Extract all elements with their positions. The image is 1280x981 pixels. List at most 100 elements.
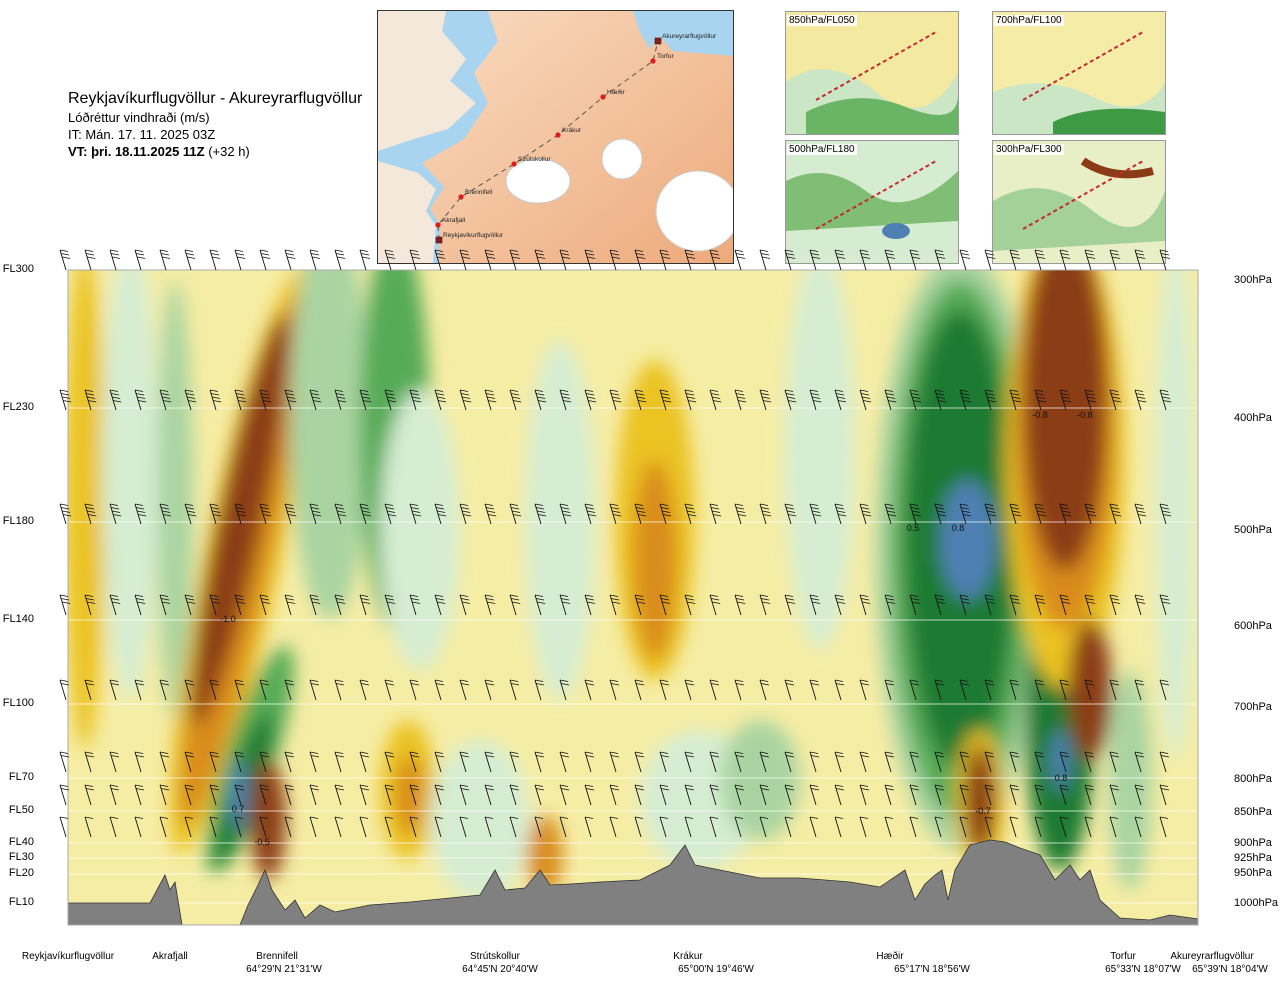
wind-barb-flag <box>59 784 69 787</box>
wind-barb <box>159 389 172 411</box>
wind-barb-flag <box>209 816 219 819</box>
wind-barb-staff <box>609 594 617 616</box>
wind-barb-flag <box>709 751 719 754</box>
wind-barb-flag <box>762 601 771 604</box>
wind-barb-flag <box>284 784 294 787</box>
wind-barb-flag <box>337 601 346 604</box>
wind-barb-flag <box>312 256 321 259</box>
wind-barb-staff <box>209 751 217 773</box>
velocity-blob <box>527 815 563 895</box>
wind-barb-flag <box>137 396 146 399</box>
wind-barb <box>984 816 994 838</box>
wind-barb-flag <box>1135 393 1145 396</box>
wind-barb-flag <box>684 594 694 597</box>
wind-barb-flag <box>85 393 95 396</box>
wind-barb-staff <box>934 389 942 411</box>
wind-barb <box>884 679 895 701</box>
wind-barb-flag <box>760 393 770 396</box>
thumb-850[interactable]: 850hPa/FL050 <box>785 11 959 135</box>
waypoint-akrafjall: Akrafjall <box>152 951 188 962</box>
wind-barb <box>959 503 972 525</box>
wind-barb-flag <box>159 503 169 506</box>
wind-barb-flag <box>710 598 720 601</box>
wind-barb <box>59 679 70 701</box>
wind-barb <box>434 679 445 701</box>
wind-barb <box>384 784 395 806</box>
wind-barb-flag <box>810 393 820 396</box>
wind-barb-flag <box>112 256 121 259</box>
wind-barb-staff <box>334 503 342 525</box>
wind-barb <box>209 751 220 773</box>
wind-barb <box>209 389 222 411</box>
wind-barb-flag <box>937 396 946 399</box>
wind-barb-staff <box>734 503 742 525</box>
wind-barb <box>509 594 521 616</box>
wind-barb-flag <box>1062 396 1071 399</box>
wind-barb <box>159 751 170 773</box>
wind-barb-staff <box>184 784 192 806</box>
velocity-blob <box>1050 730 1070 790</box>
wind-barb-flag <box>112 396 121 399</box>
wind-barb-staff <box>284 679 292 701</box>
wind-barb-flag <box>959 594 969 597</box>
thumb-700[interactable]: 700hPa/FL100 <box>992 11 1166 135</box>
wind-barb <box>559 679 570 701</box>
wind-barb-flag <box>1059 389 1069 392</box>
wind-barb-flag <box>409 389 419 392</box>
wind-barb-flag <box>285 755 295 758</box>
wind-barb-flag <box>684 784 694 787</box>
wind-barb-flag <box>434 679 444 682</box>
wind-barb <box>709 784 720 806</box>
wind-barb-staff <box>409 816 417 838</box>
wind-barb-flag <box>184 594 194 597</box>
wind-barb-flag <box>1059 679 1069 682</box>
wind-barb-flag <box>437 396 446 399</box>
wind-barb-flag <box>184 816 194 819</box>
wind-barb-flag <box>809 503 819 506</box>
wind-barb-flag <box>85 253 95 256</box>
wind-barb-flag <box>85 788 95 791</box>
thumb-300[interactable]: 300hPa/FL300 <box>992 140 1166 264</box>
wind-barb-flag <box>285 393 295 396</box>
wind-barb-staff <box>684 784 692 806</box>
wind-barb <box>509 751 520 773</box>
wind-barb-flag <box>434 389 444 392</box>
wind-barb-staff <box>684 679 692 701</box>
wind-barb-staff <box>434 816 442 838</box>
wind-barb-flag <box>335 393 345 396</box>
wind-barb-flag <box>859 503 869 506</box>
wind-barb-staff <box>59 816 67 838</box>
wind-barb-flag <box>1112 510 1121 513</box>
thumb-500[interactable]: 500hPa/FL180 <box>785 140 959 264</box>
wind-barb <box>634 594 646 616</box>
wind-barb-flag <box>1159 816 1169 819</box>
wind-barb-flag <box>160 598 170 601</box>
thumb-850-label: 850hPa/FL050 <box>787 15 857 26</box>
wind-barb <box>59 784 70 806</box>
wind-barb-flag <box>1084 751 1094 754</box>
wind-barb-flag <box>712 396 721 399</box>
wind-barb-flag <box>410 393 420 396</box>
wind-barb-staff <box>259 784 267 806</box>
wind-barb-flag <box>785 788 795 791</box>
wind-barb-staff <box>184 503 192 525</box>
wind-barb-staff <box>1034 503 1042 525</box>
wind-barb <box>859 816 869 838</box>
wind-barb-staff <box>959 503 967 525</box>
wind-barb-flag <box>1138 400 1147 403</box>
wind-barb-flag <box>438 514 447 517</box>
wind-barb <box>884 594 896 616</box>
wind-barb-flag <box>284 389 294 392</box>
wind-barb <box>1009 784 1020 806</box>
velocity-blob <box>940 480 996 600</box>
wind-barb-staff <box>84 389 92 411</box>
wind-barb <box>409 389 422 411</box>
glacier-1 <box>505 158 571 204</box>
wind-barb-flag <box>384 389 394 392</box>
map-marker <box>458 194 464 200</box>
wind-barb-flag <box>1109 784 1119 787</box>
wind-barb <box>309 816 319 838</box>
wind-barb-flag <box>87 601 96 604</box>
wind-barb-flag <box>1037 510 1046 513</box>
wind-barb-flag <box>710 393 720 396</box>
